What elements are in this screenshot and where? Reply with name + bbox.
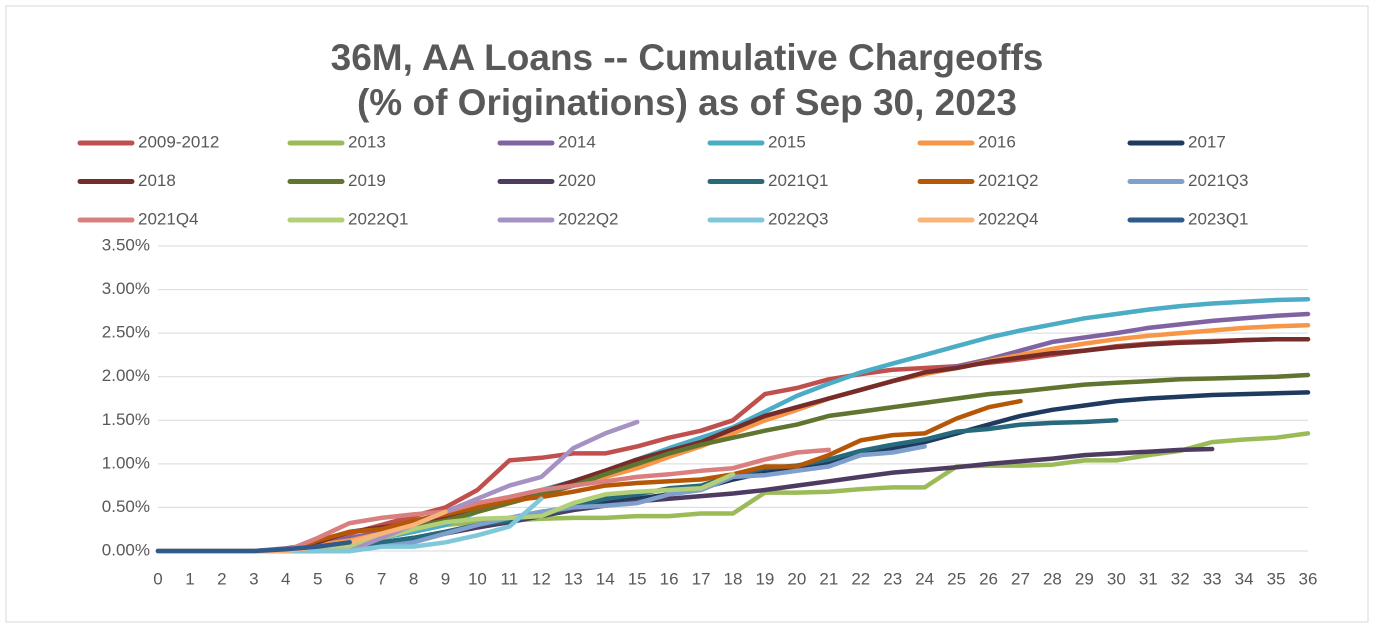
y-tick-label: 3.00% — [102, 279, 150, 298]
x-tick-label: 0 — [153, 569, 162, 588]
x-tick-label: 11 — [501, 569, 519, 588]
x-tick-label: 8 — [409, 569, 418, 588]
legend-label: 2022Q3 — [768, 209, 829, 228]
x-tick-label: 1 — [185, 569, 194, 588]
x-tick-label: 6 — [345, 569, 354, 588]
x-tick-label: 19 — [755, 569, 774, 588]
legend-label: 2015 — [768, 132, 806, 151]
legend-label: 2021Q2 — [978, 171, 1039, 190]
chart-subtitle: (% of Originations) as of Sep 30, 2023 — [357, 82, 1017, 123]
y-tick-label: 2.00% — [102, 366, 150, 385]
x-tick-label: 2 — [217, 569, 226, 588]
legend-label: 2021Q4 — [138, 209, 199, 228]
x-tick-label: 21 — [819, 569, 838, 588]
legend-label: 2022Q2 — [558, 209, 619, 228]
legend-label: 2022Q1 — [348, 209, 409, 228]
x-tick-label: 23 — [883, 569, 902, 588]
legend-label: 2022Q4 — [978, 209, 1039, 228]
x-tick-label: 13 — [564, 569, 583, 588]
x-tick-label: 10 — [468, 569, 487, 588]
legend-label: 2013 — [348, 132, 386, 151]
x-tick-label: 26 — [979, 569, 998, 588]
x-tick-label: 7 — [377, 569, 386, 588]
legend-label: 2009-2012 — [138, 132, 219, 151]
y-tick-label: 0.00% — [102, 540, 150, 559]
legend-label: 2017 — [1188, 132, 1226, 151]
legend-label: 2020 — [558, 171, 596, 190]
x-tick-label: 3 — [249, 569, 258, 588]
x-tick-label: 5 — [313, 569, 322, 588]
y-tick-label: 3.50% — [102, 235, 150, 254]
x-tick-label: 4 — [281, 569, 290, 588]
y-tick-label: 2.50% — [102, 323, 150, 342]
x-tick-label: 35 — [1267, 569, 1286, 588]
y-tick-label: 0.50% — [102, 497, 150, 516]
x-tick-label: 22 — [851, 569, 870, 588]
y-tick-label: 1.00% — [102, 453, 150, 472]
legend-label: 2014 — [558, 132, 596, 151]
x-tick-label: 17 — [692, 569, 711, 588]
x-tick-label: 36 — [1299, 569, 1318, 588]
x-tick-label: 16 — [660, 569, 679, 588]
legend-label: 2021Q1 — [768, 171, 829, 190]
legend-label: 2021Q3 — [1188, 171, 1249, 190]
x-tick-label: 12 — [532, 569, 551, 588]
legend-label: 2023Q1 — [1188, 209, 1249, 228]
chart-frame — [5, 5, 1369, 623]
x-tick-label: 28 — [1043, 569, 1062, 588]
x-tick-label: 30 — [1107, 569, 1126, 588]
x-tick-label: 24 — [915, 569, 934, 588]
x-tick-label: 33 — [1203, 569, 1222, 588]
x-tick-label: 14 — [596, 569, 615, 588]
legend-label: 2018 — [138, 171, 176, 190]
x-tick-label: 34 — [1235, 569, 1254, 588]
legend-label: 2019 — [348, 171, 386, 190]
x-tick-label: 18 — [724, 569, 743, 588]
y-tick-label: 1.50% — [102, 410, 150, 429]
x-tick-label: 15 — [628, 569, 647, 588]
x-tick-label: 32 — [1171, 569, 1190, 588]
series-line — [155, 540, 352, 554]
x-tick-label: 25 — [947, 569, 966, 588]
chart-title: 36M, AA Loans -- Cumulative Chargeoffs — [331, 37, 1044, 78]
x-tick-label: 27 — [1011, 569, 1030, 588]
legend-label: 2016 — [978, 132, 1016, 151]
x-tick-label: 9 — [441, 569, 450, 588]
x-tick-label: 20 — [787, 569, 806, 588]
x-tick-label: 29 — [1075, 569, 1094, 588]
x-tick-label: 31 — [1139, 569, 1158, 588]
